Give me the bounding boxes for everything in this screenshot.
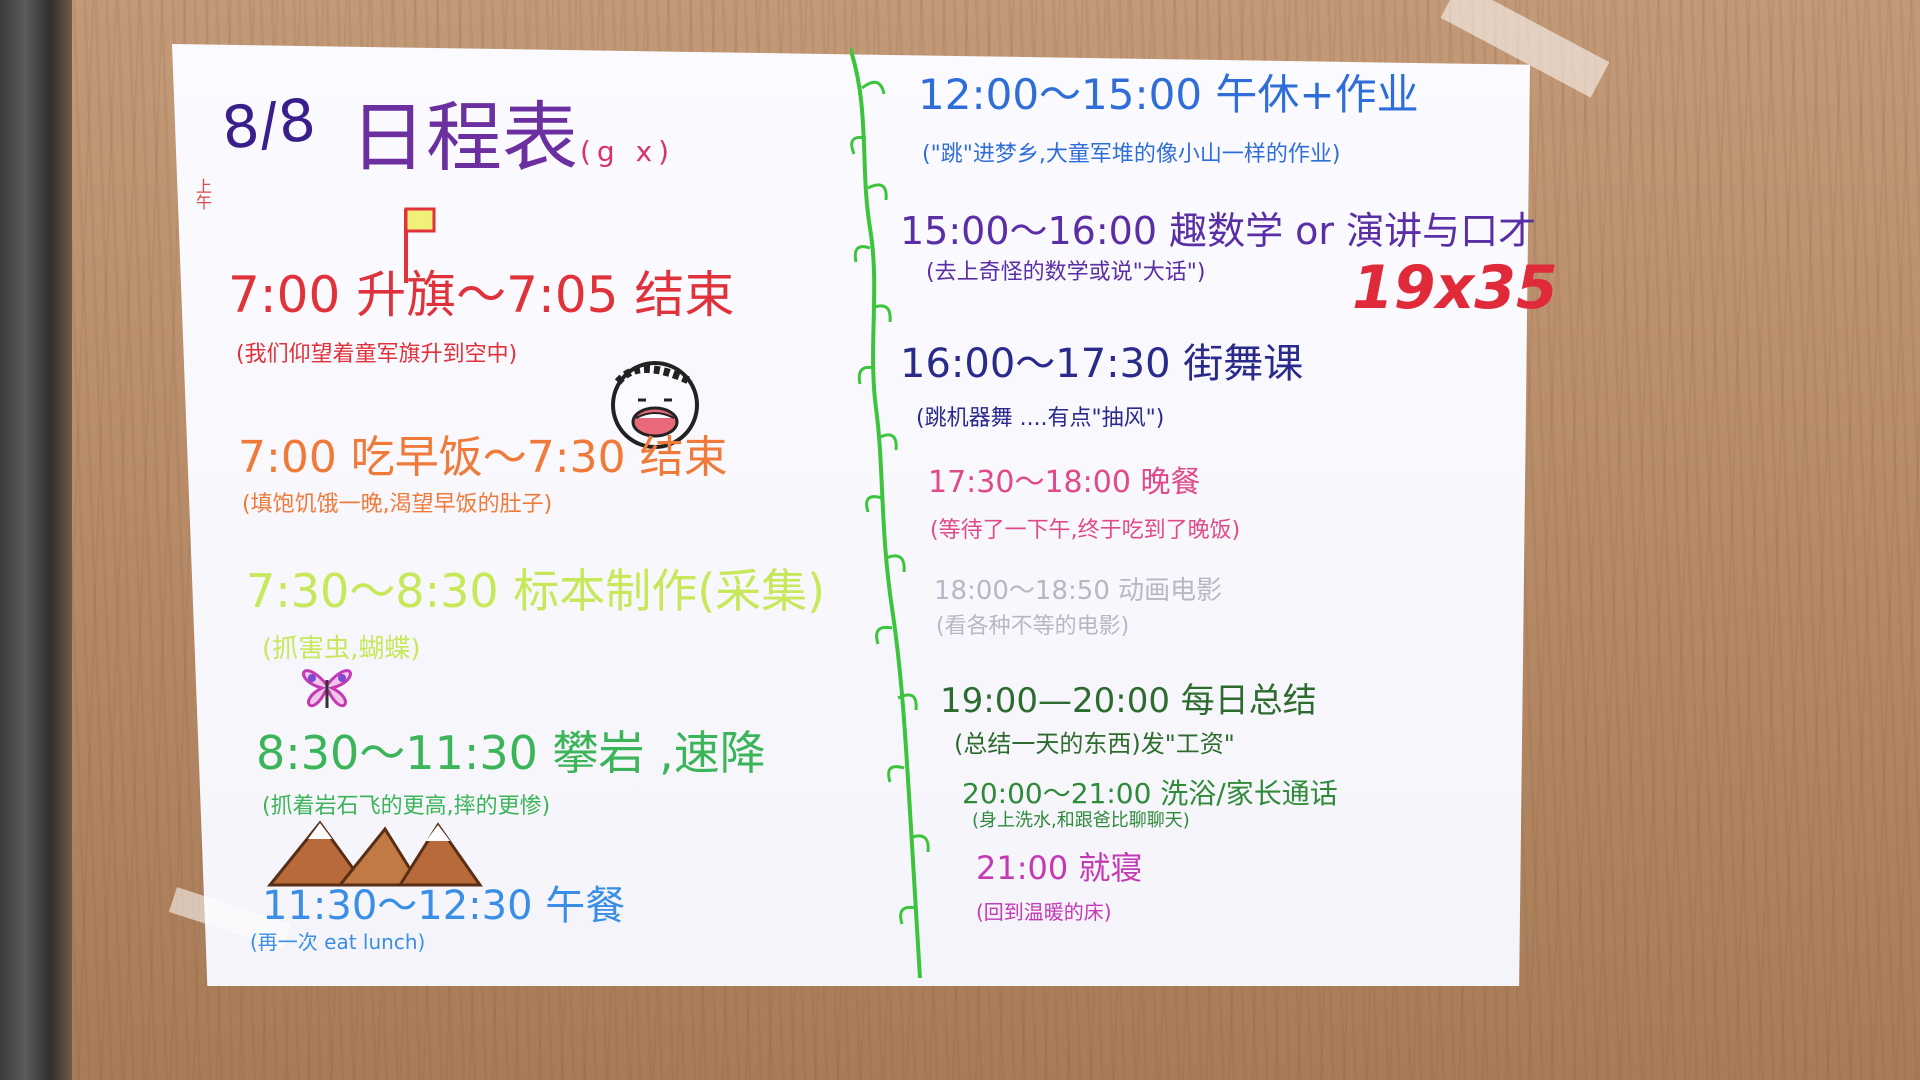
event-bath-note: (身上洗水,和跟爸比聊聊天) xyxy=(972,810,1190,831)
event-bedtime-time: 21:00 就寝 xyxy=(976,849,1143,887)
event-flag-raising-time: 7:00 升旗～7:05 结束 xyxy=(228,266,735,324)
schedule-title-note: (g x) xyxy=(580,135,676,168)
mountains-drawing xyxy=(266,820,483,887)
period-label: 上午 xyxy=(193,178,212,210)
event-dance-time: 16:00～17:30 街舞课 xyxy=(900,341,1304,387)
event-math-time: 15:00～16:00 趣数学 or 演讲与口才 xyxy=(900,209,1537,253)
schedule-poster xyxy=(172,44,1530,986)
event-dinner-note: (等待了一下午,终于吃到了晚饭) xyxy=(930,518,1241,543)
schedule-title: 日程表 xyxy=(350,93,578,182)
group-number: 19x35 xyxy=(1352,253,1558,323)
schedule-date: 8/8 xyxy=(218,85,319,163)
event-breakfast-time: 7:00 吃早饭～7:30 结束 xyxy=(238,432,728,483)
metal-frame-edge xyxy=(0,0,72,1080)
event-bath-time: 20:00～21:00 洗浴/家长通话 xyxy=(962,777,1338,810)
event-movie-time: 18:00～18:50 动画电影 xyxy=(934,576,1223,606)
event-lunch-note: (再一次 eat lunch) xyxy=(250,930,426,954)
event-summary-time: 19:00—20:00 每日总结 xyxy=(940,681,1317,721)
event-specimen-note: (抓害虫,蝴蝶) xyxy=(262,634,421,664)
event-nap-time: 12:00～15:00 午休+作业 xyxy=(918,70,1419,119)
event-nap-note: ("跳"进梦乡,大童军堆的像小山一样的作业) xyxy=(922,142,1341,167)
event-lunch-time: 11:30～12:30 午餐 xyxy=(262,883,626,929)
flag-drawing xyxy=(404,207,436,283)
butterfly-drawing xyxy=(302,669,352,708)
event-breakfast-note: (填饱饥饿一晚,渴望早饭的肚子) xyxy=(242,492,553,517)
event-bedtime-note: (回到温暖的床) xyxy=(976,900,1112,924)
event-dinner-time: 17:30～18:00 晚餐 xyxy=(928,465,1201,500)
vine-divider-illustration xyxy=(850,48,930,978)
smiling-face-drawing xyxy=(611,361,699,449)
event-specimen-time: 7:30～8:30 标本制作(采集) xyxy=(246,564,826,618)
event-movie-note: (看各种不等的电影) xyxy=(936,614,1130,639)
event-flag-raising-note: (我们仰望着童军旗升到空中) xyxy=(236,342,518,367)
event-climbing-note: (抓着岩石飞的更高,摔的更惨) xyxy=(262,794,551,819)
event-math-note: (去上奇怪的数学或说"大话") xyxy=(926,260,1206,285)
event-climbing-time: 8:30～11:30 攀岩 ,速降 xyxy=(256,726,766,780)
event-dance-note: (跳机器舞 ....有点"抽风") xyxy=(916,406,1165,431)
event-summary-note: (总结一天的东西)发"工资" xyxy=(954,730,1235,758)
